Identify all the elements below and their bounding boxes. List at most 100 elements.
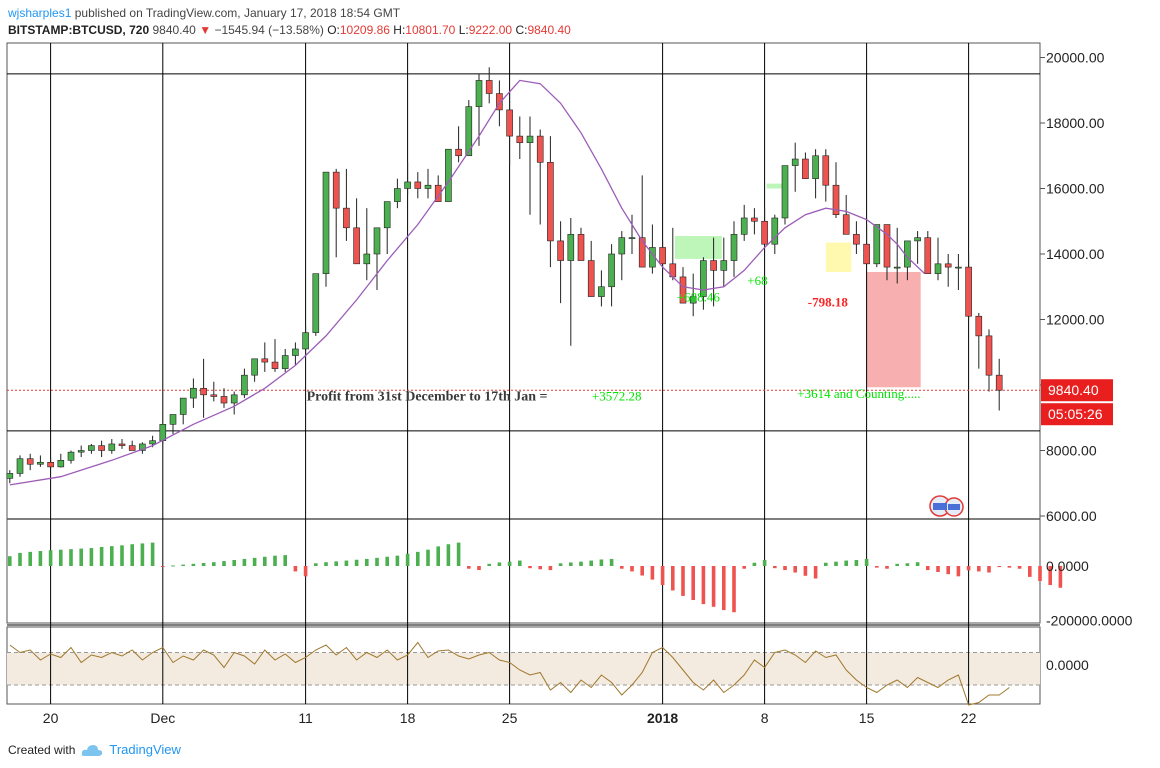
histogram-bar-up	[446, 544, 451, 566]
bear-candle	[516, 116, 524, 160]
histogram-bar-down	[538, 566, 542, 570]
bull-candle	[37, 455, 44, 467]
flag-stripe	[948, 504, 960, 510]
change-text: −1545.94 (−13.58%)	[214, 23, 324, 37]
histogram-bar-up	[507, 561, 512, 566]
candle-body	[322, 171, 330, 274]
histogram-bar-up	[824, 562, 828, 566]
candle-body	[434, 184, 442, 202]
candle-body	[914, 237, 921, 242]
candle-body	[445, 148, 452, 202]
events-flag-icon[interactable]	[929, 495, 964, 517]
candle-body	[37, 461, 44, 465]
bear-candle	[577, 227, 585, 261]
bull-candle	[618, 231, 626, 281]
bear-candle	[547, 136, 554, 268]
candle-body	[383, 201, 391, 229]
bull-candle	[720, 237, 728, 287]
candle-body	[220, 396, 228, 404]
histogram-bar-up	[375, 557, 379, 566]
tradingview-brand-link[interactable]: TradingView	[109, 742, 181, 757]
bear-candle	[710, 237, 717, 307]
candle-body	[812, 155, 819, 179]
histogram-bar-up	[416, 551, 420, 566]
bull-candle	[730, 221, 738, 277]
histogram-bar-down	[630, 566, 634, 572]
bull-candle	[628, 214, 636, 254]
bull-candle	[241, 368, 248, 399]
bull-candle	[689, 273, 697, 317]
candle-body	[281, 355, 289, 369]
candle-body	[47, 461, 54, 468]
symbol-name[interactable]: BITSTAMP:BTCUSD, 720	[8, 23, 150, 37]
candle-body	[404, 181, 411, 189]
histogram-bar-up	[395, 555, 400, 566]
bear-candle	[995, 358, 1003, 411]
candle-body	[608, 253, 615, 288]
candle-body	[761, 220, 768, 245]
candle-body	[689, 296, 697, 304]
highlight-zone	[866, 272, 921, 388]
bull-candle	[598, 270, 605, 307]
chart-annotation: +3572.28	[592, 389, 642, 404]
bear-candle	[536, 129, 544, 225]
low-value: 9222.00	[468, 23, 513, 37]
candle-body	[373, 227, 381, 255]
candle-body	[98, 445, 105, 451]
volume-histogram	[8, 542, 1063, 613]
bull-candle	[190, 378, 197, 408]
oscillator-band	[7, 652, 1040, 685]
histogram-bar-up	[48, 550, 53, 566]
histogram-bar-down	[1048, 566, 1052, 586]
histogram-bar-up	[150, 542, 155, 566]
histogram-bar-down	[711, 566, 716, 607]
candle-body	[567, 234, 575, 261]
cloud-logo-icon	[82, 744, 103, 756]
histogram-bar-down	[548, 566, 553, 571]
histogram-bar-down	[1058, 566, 1063, 588]
chart-annotation: +3614 and Counting.....	[797, 386, 920, 401]
histogram-bar-up	[365, 558, 369, 566]
histogram-bar-up	[905, 563, 910, 566]
bear-candle	[975, 312, 983, 369]
candle-body	[934, 263, 942, 274]
histogram-bar-up	[864, 558, 869, 566]
histogram-bar-up	[191, 563, 196, 566]
oscillator-tick-label: 0.0000	[1046, 657, 1089, 673]
histogram-bar-up	[263, 556, 267, 566]
histogram-bar-up	[79, 548, 83, 566]
histogram-bar-up	[140, 543, 145, 566]
bear-candle	[985, 329, 993, 392]
bull-candle	[230, 391, 238, 415]
histogram-bar-down	[660, 566, 665, 586]
bear-candle	[863, 224, 870, 265]
histogram-bar-up	[252, 557, 257, 566]
price-tick-label: 12000.00	[1046, 312, 1105, 328]
histogram-bar-down	[477, 566, 481, 571]
bull-candle	[139, 442, 146, 454]
candle-body	[924, 237, 932, 274]
bull-candle	[322, 171, 330, 287]
bull-candle	[108, 439, 116, 454]
bear-candle	[98, 440, 105, 458]
author-link[interactable]: wjsharples1	[8, 6, 72, 20]
bull-candle	[16, 455, 24, 477]
candle-body	[179, 397, 187, 415]
candle-body	[414, 181, 422, 189]
candle-body	[506, 109, 513, 137]
histogram-bar-down	[671, 566, 675, 591]
bull-candle	[6, 470, 14, 484]
candle-body	[200, 387, 207, 396]
last-price-text: 9840.40	[152, 23, 196, 37]
chart-canvas[interactable]: +688.46 +68 -798.18 Profit from 31st Decemb…	[0, 0, 1160, 740]
histogram-bar-up	[89, 548, 94, 566]
histogram-bar-up	[579, 561, 583, 566]
candle-body	[791, 158, 799, 166]
bear-candle	[506, 90, 513, 166]
histogram-bar-up	[28, 551, 32, 566]
publish-line: wjsharples1 published on TradingView.com…	[8, 5, 571, 22]
histogram-bar-down	[793, 566, 797, 573]
histogram-bar-down	[1007, 566, 1012, 568]
candle-body	[730, 234, 738, 261]
histogram-bar-up	[497, 562, 502, 566]
